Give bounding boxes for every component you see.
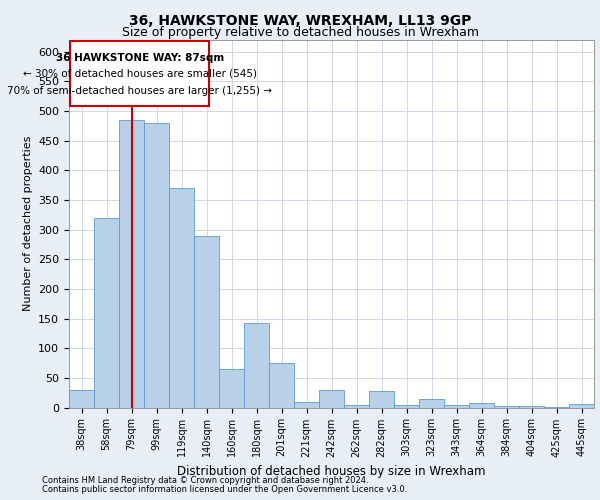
Bar [419, 398, 444, 407]
Bar [494, 406, 519, 407]
Bar [444, 404, 469, 407]
Text: Contains public sector information licensed under the Open Government Licence v3: Contains public sector information licen… [42, 485, 407, 494]
Bar [394, 404, 419, 407]
Y-axis label: Number of detached properties: Number of detached properties [23, 136, 32, 312]
Bar [119, 120, 144, 408]
Bar [294, 402, 319, 407]
Bar [344, 404, 369, 407]
Text: ← 30% of detached houses are smaller (545): ← 30% of detached houses are smaller (54… [23, 69, 257, 79]
Bar [544, 407, 569, 408]
Bar [369, 391, 394, 407]
Bar [569, 404, 594, 407]
Bar [69, 390, 94, 407]
Bar [469, 403, 494, 407]
Bar [219, 369, 244, 408]
Bar [70, 41, 209, 106]
Bar [519, 406, 544, 407]
Text: 36, HAWKSTONE WAY, WREXHAM, LL13 9GP: 36, HAWKSTONE WAY, WREXHAM, LL13 9GP [129, 14, 471, 28]
Bar [194, 236, 219, 408]
Text: Size of property relative to detached houses in Wrexham: Size of property relative to detached ho… [121, 26, 479, 39]
Bar [269, 363, 294, 408]
Bar [94, 218, 119, 408]
Bar [319, 390, 344, 407]
Bar [169, 188, 194, 408]
Text: 36 HAWKSTONE WAY: 87sqm: 36 HAWKSTONE WAY: 87sqm [56, 53, 224, 63]
Text: Contains HM Land Registry data © Crown copyright and database right 2024.: Contains HM Land Registry data © Crown c… [42, 476, 368, 485]
Text: 70% of semi-detached houses are larger (1,255) →: 70% of semi-detached houses are larger (… [7, 86, 272, 96]
Bar [244, 322, 269, 408]
X-axis label: Distribution of detached houses by size in Wrexham: Distribution of detached houses by size … [177, 465, 486, 478]
Bar [144, 123, 169, 408]
